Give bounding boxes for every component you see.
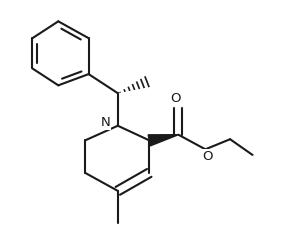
Text: N: N bbox=[101, 116, 110, 129]
Polygon shape bbox=[148, 135, 178, 146]
Text: O: O bbox=[170, 92, 180, 105]
Text: O: O bbox=[202, 150, 213, 163]
